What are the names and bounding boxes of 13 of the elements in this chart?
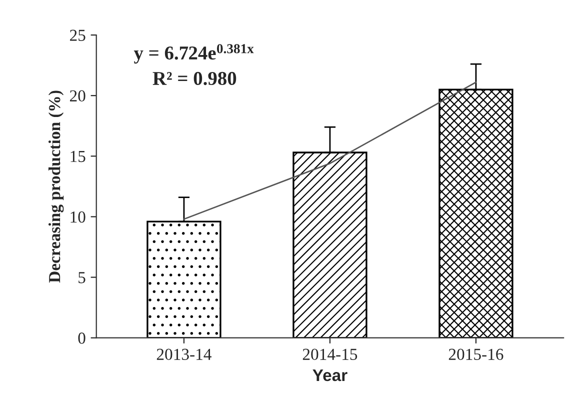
- y-tick-label: 20: [70, 90, 86, 102]
- x-tick-label: 2015-16: [448, 348, 504, 360]
- y-tick-label: 25: [70, 30, 86, 41]
- y-axis-title: Decreasing production (%): [48, 90, 64, 283]
- y-tick-label: 0: [78, 332, 86, 344]
- y-tick-label: 5: [78, 272, 86, 284]
- y-tick-label: 15: [70, 150, 86, 162]
- x-tick-label: 2013-14: [156, 348, 212, 360]
- x-tick-label: 2014-15: [302, 348, 358, 360]
- y-tick-label: 10: [70, 211, 86, 223]
- x-axis-title: Year: [312, 370, 348, 382]
- annotation: y = 6.724e$^{0.381x}$: [134, 44, 254, 64]
- annotation: R² = 0.980: [152, 72, 236, 86]
